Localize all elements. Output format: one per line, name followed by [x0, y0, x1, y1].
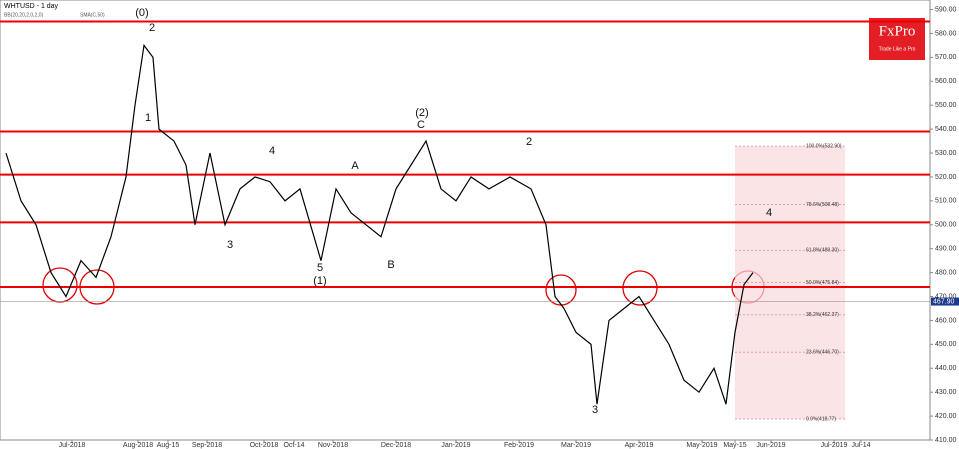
y-tick-label: 450.00 — [935, 341, 957, 348]
fib-zone — [735, 146, 845, 420]
wave-label: 4 — [269, 145, 275, 157]
indicator: SMA(C,50) — [80, 12, 105, 18]
logo-tagline: Trade Like a Pro — [879, 46, 916, 52]
y-tick-label: 460.00 — [935, 317, 957, 324]
x-tick-label: May-2019 — [686, 442, 717, 449]
current-price-label: 467.90 — [933, 298, 955, 305]
y-tick-label: 410.00 — [935, 437, 957, 444]
x-tick-label: Jun-2019 — [756, 442, 785, 449]
fib-label: 38.2%(462.37) — [806, 312, 839, 318]
y-tick-label: 530.00 — [935, 150, 957, 157]
logo — [869, 18, 925, 60]
fib-label: 61.8%(489.30) — [806, 248, 839, 254]
x-tick-label: Feb-2019 — [504, 442, 534, 449]
fib-label: 78.6%(508.48) — [806, 202, 839, 208]
wave-label: (0) — [135, 7, 148, 19]
y-tick-label: 560.00 — [935, 78, 957, 85]
price-line — [5, 43, 754, 405]
x-tick-label: Jul-14 — [851, 442, 870, 449]
y-tick-label: 550.00 — [935, 102, 957, 109]
y-tick-label: 440.00 — [935, 365, 957, 372]
y-tick-label: 480.00 — [935, 269, 957, 276]
y-tick-label: 490.00 — [935, 246, 957, 253]
x-tick-label: Mar-2019 — [561, 442, 591, 449]
x-tick-label: Jan-2019 — [441, 442, 470, 449]
x-tick-label: Jul-2018 — [59, 442, 86, 449]
y-tick-label: 520.00 — [935, 174, 957, 181]
fib-label: 23.6%(446.70) — [806, 350, 839, 356]
wave-label: 4 — [766, 207, 772, 219]
y-tick-label: 580.00 — [935, 30, 957, 37]
wave-label: 2 — [526, 136, 532, 148]
x-tick-label: Nov-2018 — [318, 442, 348, 449]
x-tick-label: Oct-2018 — [250, 442, 279, 449]
wave-label: 3 — [592, 404, 598, 416]
y-tick-label: 590.00 — [935, 6, 957, 13]
wave-label: 5 — [317, 262, 323, 274]
y-tick-label: 510.00 — [935, 198, 957, 205]
x-tick-label: Apr-2019 — [625, 442, 654, 449]
x-tick-label: Sep-2018 — [192, 442, 222, 449]
x-tick-label: Aug-15 — [157, 442, 180, 449]
x-tick-label: Dec-2018 — [381, 442, 411, 449]
indicator: BB(20,20,2,0,2,0) — [4, 12, 44, 18]
wave-label: 2 — [149, 22, 155, 34]
fib-label: 0.0%(418.77) — [806, 416, 836, 422]
wave-label: (2) — [415, 107, 428, 119]
wave-label: C — [417, 119, 425, 131]
logo-brand: FxPro — [879, 23, 916, 39]
x-tick-label: Jul-2019 — [821, 442, 848, 449]
x-tick-label: Aug-2018 — [123, 442, 153, 449]
y-tick-label: 500.00 — [935, 222, 957, 229]
fib-label: 50.0%(475.84) — [806, 280, 839, 286]
x-tick-label: Oct-14 — [283, 442, 304, 449]
y-tick-label: 540.00 — [935, 126, 957, 133]
x-tick-label: May-15 — [723, 442, 746, 449]
current-price-box — [931, 297, 959, 306]
y-tick-label: 470.00 — [935, 293, 957, 300]
chart-title: WHTUSD - 1 day — [4, 3, 59, 10]
y-tick-label: 420.00 — [935, 413, 957, 420]
y-tick-label: 570.00 — [935, 54, 957, 61]
wave-label: 1 — [145, 112, 151, 124]
wave-label: B — [387, 259, 394, 271]
wave-label: 3 — [227, 239, 233, 251]
fib-label: 100.0%(532.90) — [806, 143, 842, 149]
wave-label: (1) — [313, 275, 326, 287]
wave-label: A — [351, 160, 359, 172]
y-tick-label: 430.00 — [935, 389, 957, 396]
